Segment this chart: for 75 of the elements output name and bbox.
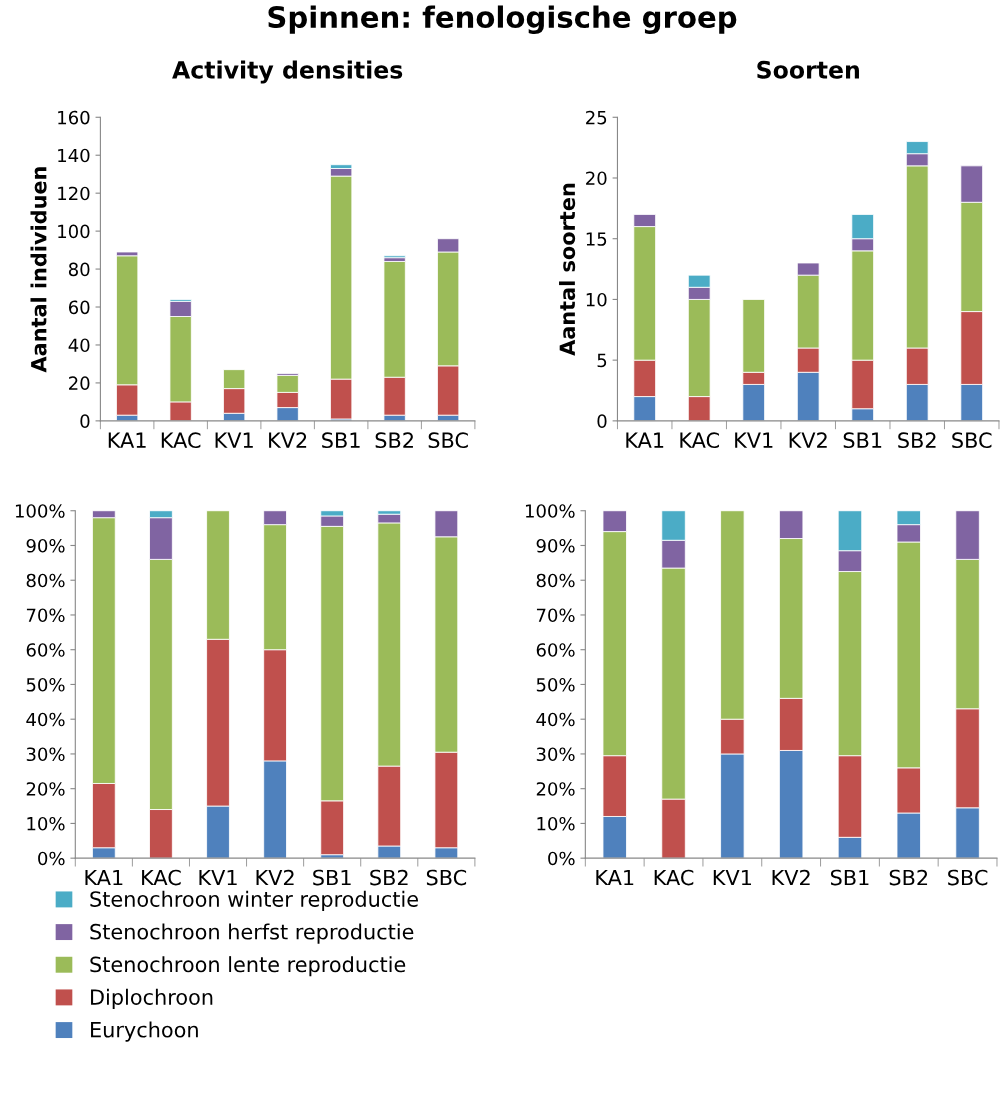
y-tick-label: 40 [68,338,90,353]
x-tick-label: SB1 [322,432,360,449]
y-tick-label: 30% [536,747,575,762]
y-tick-label: 70% [26,608,65,623]
x-tick-label: KV1 [713,869,752,886]
y-axis-title: Aantal individuen [30,167,47,373]
y-tick-label: 160 [58,110,90,125]
y-tick-label: 5 [597,353,607,368]
y-tick-label: 0% [548,851,575,866]
y-tick-label: 120 [58,186,90,201]
x-tick-label: KAC [654,869,694,886]
y-tick-label: 0% [38,851,65,866]
chart-title: Spinnen: fenologische groep [268,5,737,34]
x-tick-label: SB2 [370,869,408,886]
y-tick-label: 90% [26,538,65,553]
x-tick-label: SB2 [375,432,413,449]
x-tick-label: KV2 [772,869,810,886]
y-axis-title: Aantal soorten [559,183,576,356]
chart-subtitle: Activity densities [172,60,403,84]
y-tick-label: 40% [26,712,65,727]
y-tick-label: 20 [586,171,607,186]
x-tick-label: KA1 [596,869,634,886]
x-tick-label: SBC [428,432,468,449]
x-tick-label: KAC [142,869,181,886]
y-tick-label: 90% [536,538,575,553]
y-tick-label: 0 [80,414,90,428]
x-tick-label: SB2 [898,432,936,449]
y-tick-label: 140 [58,148,90,163]
y-tick-label: 50% [26,677,65,692]
y-tick-label: 60 [68,300,90,315]
y-tick-label: 30% [26,747,65,762]
y-tick-label: 70% [536,608,575,623]
legend-label: Eurychoon [91,1021,198,1042]
legend-label: Diplochroon [91,988,213,1009]
x-tick-label: KAC [161,432,201,449]
x-tick-label: KV1 [199,869,237,886]
legend-label: Stenochroon herfst reproductie [90,923,414,944]
y-tick-label: 20% [536,782,575,796]
chart-subtitle: Soorten [757,60,859,79]
y-tick-label: 20 [69,376,90,391]
x-tick-label: KA1 [85,869,123,886]
x-tick-label: KV2 [256,869,294,886]
y-tick-label: 10% [537,816,575,831]
x-tick-label: KA1 [108,432,146,448]
y-tick-label: 80% [26,573,65,588]
y-tick-label: 100% [15,504,65,518]
y-tick-label: 100% [525,504,575,518]
y-tick-label: 80 [68,262,90,277]
x-tick-label: SB2 [889,869,928,886]
x-tick-label: SB1 [313,869,351,886]
x-tick-label: SB1 [830,869,869,886]
x-tick-label: SBC [948,869,988,886]
x-tick-label: KV2 [789,432,827,448]
legend-label: Stenochroon winter reproductie [90,890,418,911]
y-tick-label: 15 [586,232,607,246]
x-tick-label: SBC [426,869,467,886]
legend-label: Stenochroon lente reproductie [90,956,406,977]
y-tick-label: 40% [536,712,575,727]
y-tick-label: 20% [26,782,65,796]
y-tick-label: 60% [536,643,575,657]
x-tick-label: KV1 [735,432,773,448]
y-tick-label: 60% [26,643,65,657]
y-tick-label: 0 [597,414,607,428]
y-tick-label: 80% [536,573,575,588]
x-tick-label: KA1 [626,432,664,448]
x-tick-label: KV1 [215,432,253,448]
y-tick-label: 50% [536,677,575,692]
y-tick-label: 25 [586,110,607,125]
x-tick-label: KV2 [269,432,307,448]
y-tick-label: 100 [58,224,90,239]
x-tick-label: KAC [680,432,719,449]
x-tick-label: SBC [952,432,992,449]
x-tick-label: SB1 [843,432,882,449]
y-tick-label: 10% [27,816,65,831]
y-tick-label: 10 [586,292,607,307]
